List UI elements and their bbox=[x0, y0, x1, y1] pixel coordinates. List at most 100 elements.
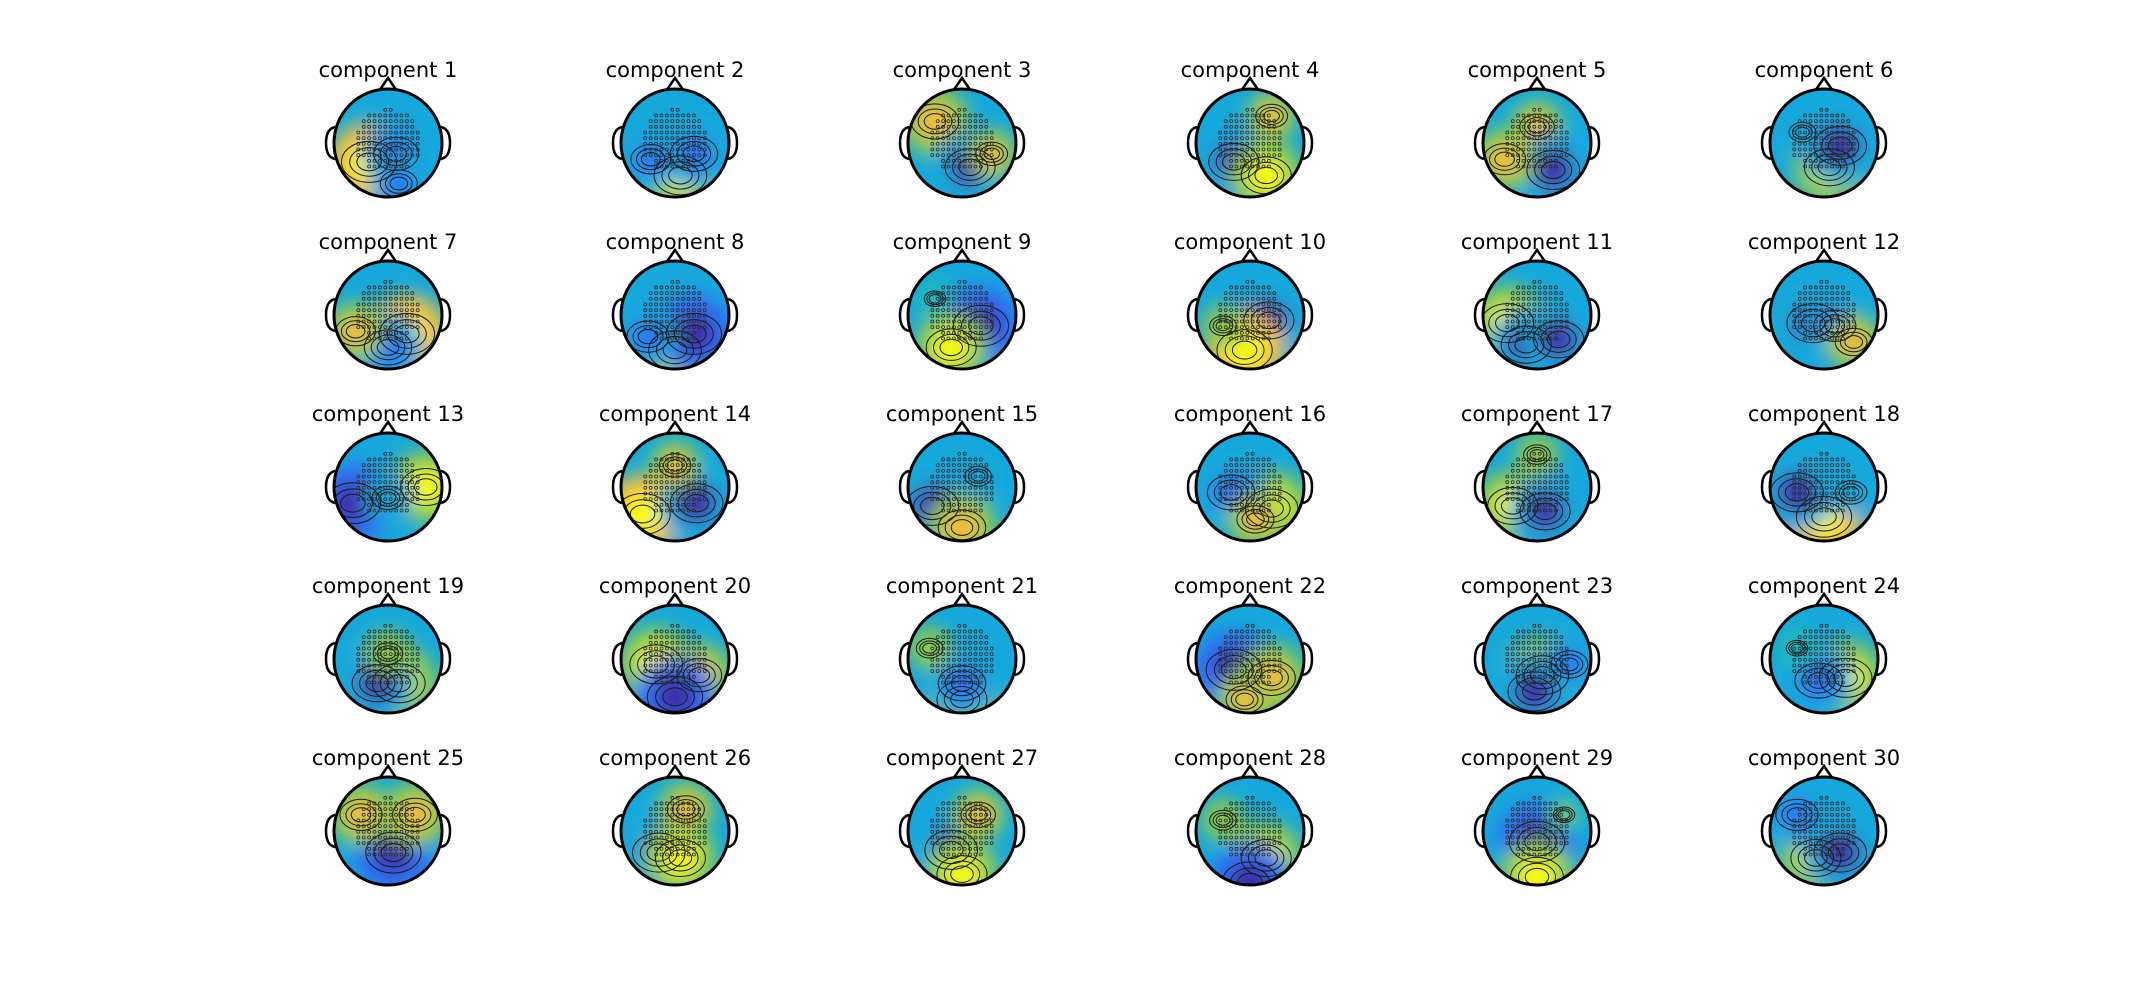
activation-blob bbox=[635, 143, 666, 175]
contour-line bbox=[375, 488, 401, 507]
contour-line bbox=[1209, 809, 1237, 831]
topoplot-16: component 16 bbox=[1174, 402, 1326, 543]
activation-blob bbox=[1555, 650, 1584, 679]
contour-line bbox=[1530, 666, 1555, 685]
topoplot-9: component 9 bbox=[893, 230, 1031, 371]
head-nose bbox=[1526, 419, 1548, 436]
head-nose bbox=[1526, 763, 1548, 780]
electrode-array bbox=[1218, 623, 1282, 685]
head-nose bbox=[377, 247, 399, 264]
contour-line bbox=[1555, 808, 1573, 822]
activation-blob bbox=[1517, 857, 1557, 885]
head-outline bbox=[1194, 87, 1306, 199]
head-nose bbox=[1239, 763, 1261, 780]
contour-line bbox=[923, 113, 947, 130]
head-ears bbox=[611, 469, 739, 505]
head-outline bbox=[906, 603, 1018, 715]
head-nose bbox=[1526, 591, 1548, 608]
head-outline bbox=[332, 775, 444, 887]
contour-line bbox=[950, 519, 974, 536]
head-nose bbox=[951, 247, 973, 264]
contour-line bbox=[384, 173, 413, 194]
contour-line bbox=[926, 292, 944, 306]
contour-line bbox=[1508, 331, 1545, 359]
activation-blob bbox=[917, 103, 953, 140]
contour-line bbox=[1555, 654, 1584, 675]
contour-line bbox=[1489, 147, 1521, 171]
topoplot-27: component 27 bbox=[886, 746, 1038, 887]
contour-line bbox=[1528, 120, 1546, 134]
contour-line bbox=[928, 294, 942, 304]
contour-line bbox=[666, 459, 684, 472]
head-outline bbox=[619, 603, 731, 715]
contour-line bbox=[1260, 669, 1283, 687]
contour-line bbox=[1813, 832, 1868, 873]
contour-line bbox=[950, 674, 974, 692]
head-nose bbox=[1526, 247, 1548, 264]
contour-line bbox=[939, 338, 963, 357]
scalp-map bbox=[1483, 89, 1591, 197]
electrode-array bbox=[1792, 623, 1856, 685]
topoplot-13: component 13 bbox=[312, 402, 464, 543]
topoplot-17: component 17 bbox=[1461, 402, 1613, 543]
contour-line bbox=[639, 838, 678, 867]
contour-line bbox=[371, 485, 405, 511]
activation-blob bbox=[334, 482, 374, 524]
electrode-array bbox=[643, 795, 707, 857]
electrode-array bbox=[1505, 623, 1569, 685]
electrode-array bbox=[643, 279, 707, 341]
topoplot-29: component 29 bbox=[1461, 746, 1613, 887]
head-outline bbox=[906, 259, 1018, 371]
scalp-map bbox=[1770, 261, 1878, 369]
contour-line bbox=[1216, 329, 1273, 369]
head-nose bbox=[1813, 763, 1835, 780]
head-ears bbox=[1473, 125, 1601, 161]
electrode-array bbox=[1792, 107, 1856, 169]
contour-line bbox=[370, 334, 406, 361]
scalp-map bbox=[1196, 261, 1304, 369]
contour-line bbox=[376, 339, 400, 356]
contour-line bbox=[1230, 689, 1259, 710]
electrode-array bbox=[356, 279, 420, 341]
electrode-array bbox=[930, 623, 994, 685]
contour-line bbox=[1801, 667, 1836, 694]
contour-line bbox=[1231, 340, 1258, 360]
contour-line bbox=[629, 504, 656, 524]
contour-line bbox=[936, 680, 988, 713]
contour-line bbox=[968, 316, 994, 336]
contour-line bbox=[1523, 117, 1551, 137]
contour-line bbox=[637, 328, 659, 345]
scalp-map bbox=[908, 605, 1016, 713]
head-outline bbox=[332, 87, 444, 199]
contour-line bbox=[676, 802, 696, 817]
activation-blob bbox=[654, 676, 696, 713]
contour-line bbox=[400, 467, 442, 507]
contour-line bbox=[944, 670, 980, 697]
scalp-map bbox=[908, 777, 1016, 885]
contour-line bbox=[658, 453, 692, 478]
contour-line bbox=[1514, 336, 1538, 354]
contour-line bbox=[1804, 849, 1828, 867]
contour-line bbox=[1508, 820, 1566, 863]
scalp-map bbox=[1196, 777, 1304, 885]
electrode-array bbox=[930, 107, 994, 169]
head-nose bbox=[664, 763, 686, 780]
electrode-array bbox=[1218, 107, 1282, 169]
topoplot-26: component 26 bbox=[599, 746, 751, 887]
topoplot-12: component 12 bbox=[1748, 230, 1900, 371]
contour-line bbox=[1811, 507, 1837, 527]
contour-line bbox=[1222, 153, 1246, 171]
contour-line bbox=[1807, 672, 1830, 689]
contour-line bbox=[646, 675, 704, 713]
head-ears bbox=[1186, 469, 1314, 505]
scalp-map bbox=[334, 89, 442, 197]
contour-line bbox=[1827, 843, 1853, 862]
contour-line bbox=[943, 860, 981, 885]
head-outline bbox=[906, 431, 1018, 543]
contour-line bbox=[937, 509, 987, 541]
head-outline bbox=[1768, 603, 1880, 715]
contour-line bbox=[1494, 151, 1515, 167]
head-outline bbox=[1481, 259, 1593, 371]
head-nose bbox=[951, 591, 973, 608]
contour-line bbox=[1813, 125, 1868, 166]
